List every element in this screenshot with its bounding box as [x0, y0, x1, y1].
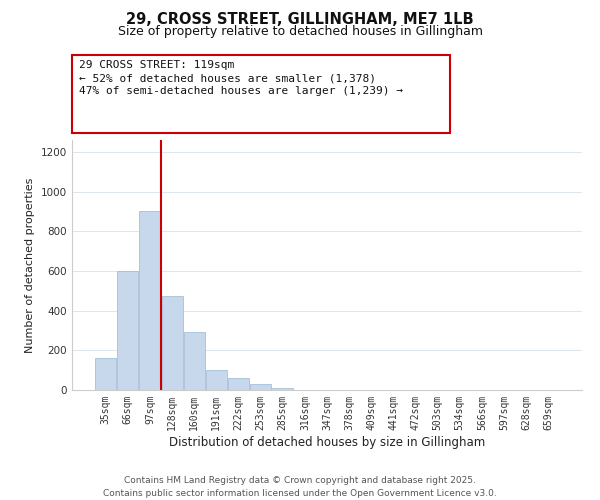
Bar — [184, 332, 205, 390]
Text: Contains HM Land Registry data © Crown copyright and database right 2025.
Contai: Contains HM Land Registry data © Crown c… — [103, 476, 497, 498]
Bar — [228, 378, 249, 390]
X-axis label: Distribution of detached houses by size in Gillingham: Distribution of detached houses by size … — [169, 436, 485, 448]
Text: 29 CROSS STREET: 119sqm
← 52% of detached houses are smaller (1,378)
47% of semi: 29 CROSS STREET: 119sqm ← 52% of detache… — [79, 60, 403, 96]
Y-axis label: Number of detached properties: Number of detached properties — [25, 178, 35, 352]
Bar — [118, 271, 139, 390]
Bar — [139, 212, 160, 390]
Bar — [95, 358, 116, 390]
Text: 29, CROSS STREET, GILLINGHAM, ME7 1LB: 29, CROSS STREET, GILLINGHAM, ME7 1LB — [126, 12, 474, 28]
Bar — [161, 296, 182, 390]
Bar — [272, 388, 293, 390]
Bar — [250, 384, 271, 390]
Text: Size of property relative to detached houses in Gillingham: Size of property relative to detached ho… — [118, 25, 482, 38]
Bar — [206, 370, 227, 390]
